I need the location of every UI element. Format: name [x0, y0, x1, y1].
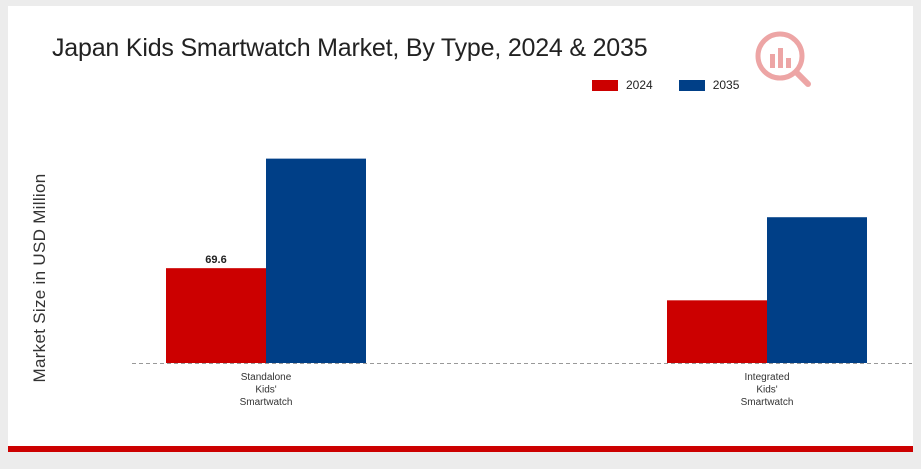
bar-2024-1[interactable] [667, 300, 767, 363]
legend-item-2035[interactable]: 2035 [678, 78, 740, 92]
bar-2035-0[interactable] [266, 158, 366, 363]
legend-label-2035: 2035 [712, 78, 740, 92]
bar-2024-0[interactable] [166, 268, 266, 363]
footer-accent-bar [8, 446, 913, 452]
legend-swatch-2035 [678, 79, 705, 91]
x-tick-label-1: Integrated Kids' Smartwatch [741, 372, 794, 408]
legend-swatch-2024 [592, 79, 618, 91]
legend-item-2024[interactable]: 2024 [592, 78, 653, 92]
bar-2035-1[interactable] [767, 217, 867, 363]
chart-title: Japan Kids Smartwatch Market, By Type, 2… [52, 34, 648, 62]
legend: 2024 2035 [592, 78, 765, 92]
legend-label-2024: 2024 [626, 78, 653, 92]
x-tick-label-0: Standalone Kids' Smartwatch [240, 372, 293, 408]
brand-logo-icon [752, 28, 814, 90]
chart-card [8, 6, 913, 446]
data-label-0: 69.6 [205, 254, 226, 266]
